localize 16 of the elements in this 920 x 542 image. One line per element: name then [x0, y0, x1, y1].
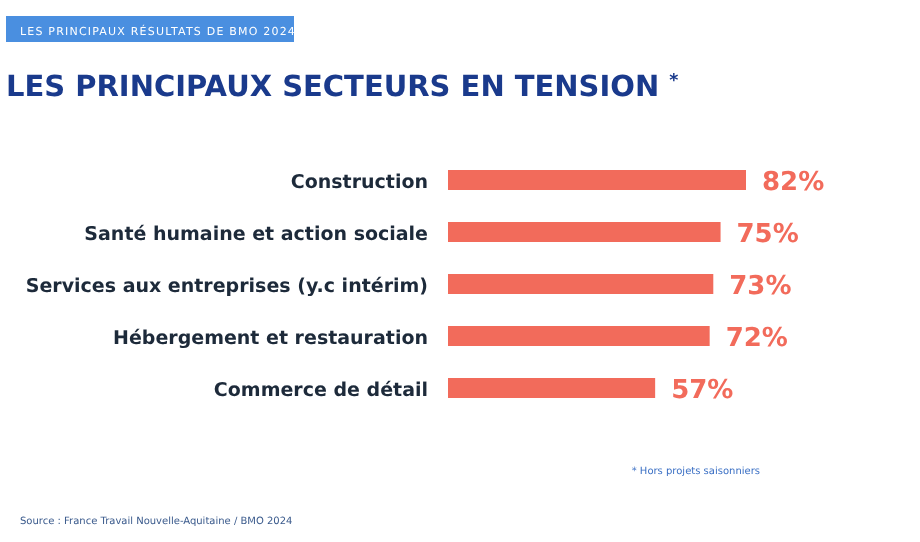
bar	[448, 326, 710, 346]
y-tick-label: Santé humaine et action sociale	[84, 224, 428, 246]
y-tick-label: Services aux entreprises (y.c intérim)	[25, 276, 428, 298]
y-tick-label: Construction	[290, 172, 429, 194]
data-label: 57%	[671, 376, 734, 406]
bar	[448, 274, 714, 294]
y-tick-label: Hébergement et restauration	[113, 328, 429, 350]
bar	[448, 222, 721, 242]
chart-title: LES PRINCIPAUX SECTEURS EN TENSION $^{*}$	[6, 72, 680, 104]
y-tick-label: Commerce de détail	[213, 380, 428, 402]
data-label: 75%	[736, 220, 799, 250]
bar	[448, 170, 746, 190]
data-label: 73%	[729, 272, 792, 302]
data-label: 82%	[762, 168, 825, 198]
data-label: 72%	[725, 324, 788, 354]
bar	[448, 378, 656, 398]
